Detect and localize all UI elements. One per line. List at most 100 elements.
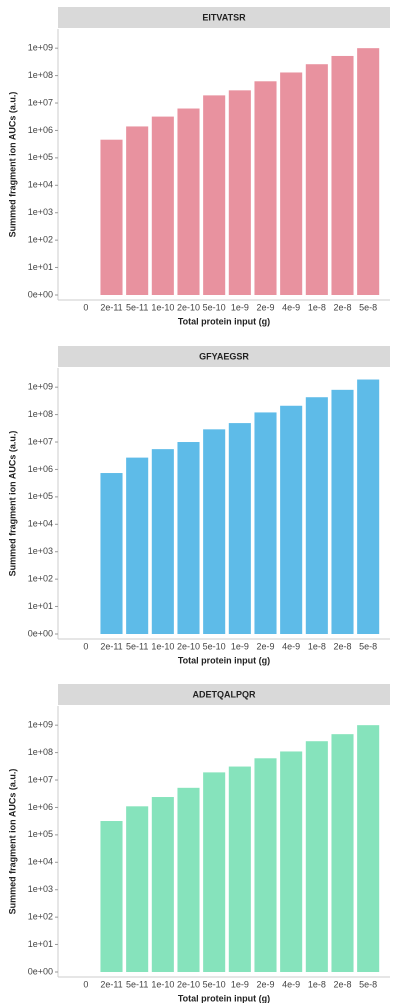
bar [305,64,328,295]
bar [280,72,303,295]
x-tick-label: 1e-9 [231,979,249,989]
y-tick-label: 1e+06 [28,802,53,812]
x-tick-label: 5e-8 [359,641,377,651]
y-tick-label: 1e+01 [28,939,53,949]
x-tick-label: 1e-10 [151,302,174,312]
x-tick-label: 5e-10 [203,302,226,312]
x-tick-label: 5e-11 [126,979,148,989]
bar [331,389,354,634]
bar [203,429,226,634]
y-axis-title: Summed fragment ion AUCs (a.u.) [7,769,17,915]
x-tick-label: 1e-10 [151,641,174,651]
x-tick-label: 2e-9 [256,302,274,312]
bar [177,787,200,972]
y-tick-label: 1e+04 [28,180,53,190]
y-tick-label: 1e+08 [28,409,53,419]
y-tick-label: 0e+00 [28,289,53,299]
y-tick-label: 1e+07 [28,774,53,784]
y-tick-label: 1e+06 [28,464,53,474]
y-tick-label: 1e+08 [28,747,53,757]
y-tick-label: 1e+09 [28,382,53,392]
x-tick-label: 5e-10 [203,979,226,989]
x-tick-label: 5e-8 [359,979,377,989]
bar [331,734,354,972]
x-tick-label: 0 [83,641,88,651]
x-tick-label: 0 [83,979,88,989]
y-axis-title: Summed fragment ion AUCs (a.u.) [7,92,17,238]
x-tick-label: 1e-9 [231,302,249,312]
bar [228,90,251,295]
bar [126,457,149,634]
bar [126,126,149,295]
bar [228,766,251,972]
bar [357,725,380,972]
x-tick-label: 1e-9 [231,641,249,651]
bar [151,116,174,295]
x-tick-label: 1e-8 [308,302,326,312]
x-axis-title: Total protein input (g) [178,316,270,326]
x-tick-label: 5e-8 [359,302,377,312]
x-tick-label: 1e-8 [308,979,326,989]
x-tick-label: 4e-9 [282,302,300,312]
y-tick-label: 1e+08 [28,70,53,80]
x-tick-label: 2e-9 [256,979,274,989]
y-tick-label: 1e+02 [28,912,53,922]
y-tick-label: 1e+09 [28,43,53,53]
bar [305,741,328,972]
y-tick-label: 1e+01 [28,601,53,611]
y-tick-label: 1e+01 [28,262,53,272]
x-tick-label: 2e-11 [100,302,122,312]
bar [357,48,380,296]
y-tick-label: 1e+04 [28,519,53,529]
y-tick-label: 1e+03 [28,207,53,217]
x-tick-label: 2e-8 [333,302,351,312]
x-tick-label: 2e-10 [177,302,200,312]
x-tick-label: 2e-11 [100,979,122,989]
x-axis-title: Total protein input (g) [178,655,270,665]
y-tick-label: 1e+05 [28,829,53,839]
x-tick-label: 5e-11 [126,641,148,651]
y-tick-label: 0e+00 [28,966,53,976]
bar [100,139,123,295]
bar [228,423,251,634]
y-tick-label: 1e+09 [28,720,53,730]
strip [58,346,390,367]
bar [203,95,226,295]
y-tick-label: 1e+02 [28,574,53,584]
x-tick-label: 5e-10 [203,641,226,651]
bar [203,772,226,972]
x-tick-label: 2e-10 [177,641,200,651]
y-tick-label: 1e+05 [28,152,53,162]
panel: GFYAEGSR 0e+00 1e+01 1e+02 1e+03 1e+04 1e+05 1e… [7,346,390,665]
y-tick-label: 1e+03 [28,884,53,894]
x-tick-label: 2e-8 [333,979,351,989]
y-tick-label: 1e+07 [28,436,53,446]
bar [280,751,303,972]
bar [254,81,277,296]
y-tick-label: 1e+05 [28,491,53,501]
bar [357,379,380,634]
y-tick-label: 1e+03 [28,546,53,556]
x-axis-title: Total protein input (g) [178,993,270,1003]
y-tick-label: 1e+06 [28,125,53,135]
bar [177,442,200,634]
bar [126,806,149,972]
x-tick-label: 0 [83,302,88,312]
y-tick-label: 1e+02 [28,235,53,245]
bar [100,821,123,972]
y-tick-label: 0e+00 [28,628,53,638]
x-tick-label: 2e-11 [100,641,122,651]
x-tick-label: 5e-11 [126,302,148,312]
strip [58,7,390,28]
bar [305,397,328,634]
panel-title: GFYAEGSR [199,351,249,361]
x-tick-label: 1e-8 [308,641,326,651]
panel: ADETQALPQR 0e+00 1e+01 1e+02 1e+03 1e+04 1e+05… [7,684,390,1003]
bar [254,758,277,972]
bar [254,412,277,634]
x-tick-label: 2e-8 [333,641,351,651]
x-tick-label: 2e-10 [177,979,200,989]
bar [280,405,303,634]
